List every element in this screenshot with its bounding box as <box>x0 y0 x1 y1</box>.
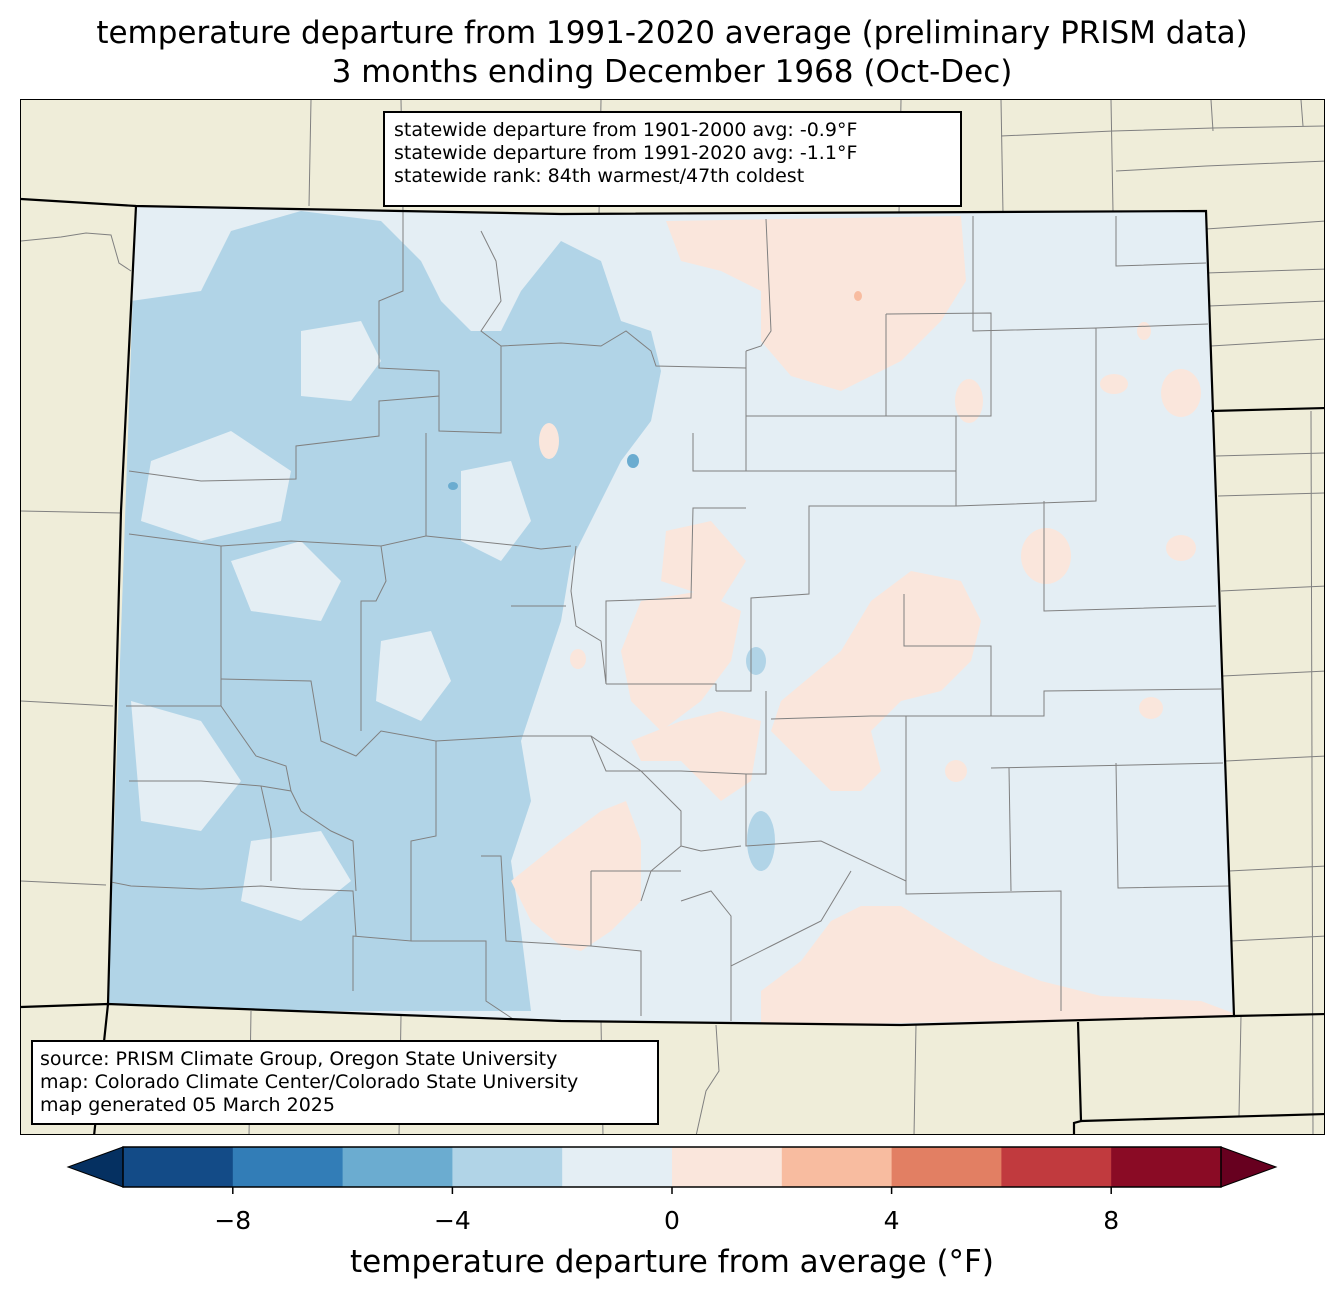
colorbar-bin <box>1111 1147 1222 1187</box>
band-minus2to4-blob <box>746 647 766 675</box>
colorbar-over-arrow <box>1220 1146 1278 1188</box>
colorbar-tick-label: 4 <box>883 1206 900 1235</box>
band-plus0to2-blob <box>1021 528 1071 584</box>
band-plus0to2-southeast <box>761 906 1234 1025</box>
band-minus4to6-spot <box>448 482 458 490</box>
colorbar-bin <box>1001 1147 1112 1187</box>
colorado-departure-field <box>108 206 1234 1025</box>
colorbar-bin <box>781 1147 893 1187</box>
band-plus0to2-blob <box>945 760 967 782</box>
map-subtitle: 3 months ending December 1968 (Oct-Dec) <box>331 54 1013 90</box>
band-minus0to2-pocket <box>301 321 381 401</box>
colorbar-bin <box>452 1147 563 1187</box>
map-credit-line: map: Colorado Climate Center/Colorado St… <box>40 1071 579 1093</box>
colorbar <box>66 1146 1278 1194</box>
band-plus0to2-blob <box>955 379 983 423</box>
colorbar-label: temperature departure from average (°F) <box>350 1244 994 1280</box>
band-plus0to2-blob <box>1161 369 1201 417</box>
colorbar-bin <box>562 1147 673 1187</box>
band-plus0to2-central <box>631 711 761 801</box>
state-borders <box>21 197 1324 1134</box>
band-minus2to4-west <box>108 211 661 1011</box>
band-plus0to2-blob <box>1137 322 1151 340</box>
generated-date-line: map generated 05 March 2025 <box>40 1094 335 1116</box>
colorbar-under-arrow <box>66 1146 124 1188</box>
stats-departure-1991-2020: statewide departure from 1991-2020 avg: … <box>394 142 858 164</box>
county-lines <box>108 211 1230 1021</box>
band-plus0to2-northeast <box>666 216 966 391</box>
colorbar-bin <box>672 1147 783 1187</box>
colorbar-outline <box>122 1146 1222 1188</box>
map-frame <box>20 99 1325 1135</box>
band-plus0to2-blob <box>539 423 559 459</box>
source-line: source: PRISM Climate Group, Oregon Stat… <box>40 1048 558 1070</box>
colorbar-bin <box>891 1147 1002 1187</box>
statewide-stats-box: statewide departure from 1901-2000 avg: … <box>383 111 962 207</box>
band-minus0to2-pocket <box>461 461 531 561</box>
colorbar-tick-label: −8 <box>214 1206 252 1235</box>
colorbar-bin <box>342 1147 453 1187</box>
band-minus0to2-pocket <box>131 701 241 831</box>
colorbar-bin <box>232 1147 344 1187</box>
colorbar-bin <box>123 1147 234 1187</box>
band-plus2to4-spot <box>854 291 862 301</box>
band-minus0to2-pocket <box>141 431 291 541</box>
band-plus0to2-central <box>621 591 741 731</box>
band-plus0to2-blob <box>570 649 586 669</box>
colorbar-tick-label: 0 <box>664 1206 680 1235</box>
map-title: temperature departure from 1991-2020 ave… <box>96 15 1248 51</box>
colorado-temperature-map <box>21 100 1324 1134</box>
band-minus0to2-pocket <box>376 631 451 721</box>
band-minus2to4-blob <box>747 811 775 871</box>
band-plus0to2-south <box>511 801 641 951</box>
band-minus0to2-pocket <box>231 541 341 621</box>
band-plus0to2-blob <box>1100 374 1128 394</box>
colorbar-tick-label: −4 <box>433 1206 471 1235</box>
band-plus0to2-blob <box>1166 535 1196 561</box>
source-credits-box: source: PRISM Climate Group, Oregon Stat… <box>31 1040 659 1125</box>
band-plus0to2-central <box>661 521 746 601</box>
band-minus0to2-pocket <box>241 831 351 921</box>
colorbar-tick-label: 8 <box>1103 1206 1120 1235</box>
band-minus4to6-spot <box>627 454 639 468</box>
stats-departure-1901-2000: statewide departure from 1901-2000 avg: … <box>394 119 858 141</box>
band-plus0to2-central <box>771 571 981 791</box>
band-plus0to2-blob <box>1139 697 1163 719</box>
stats-rank: statewide rank: 84th warmest/47th coldes… <box>394 165 805 187</box>
